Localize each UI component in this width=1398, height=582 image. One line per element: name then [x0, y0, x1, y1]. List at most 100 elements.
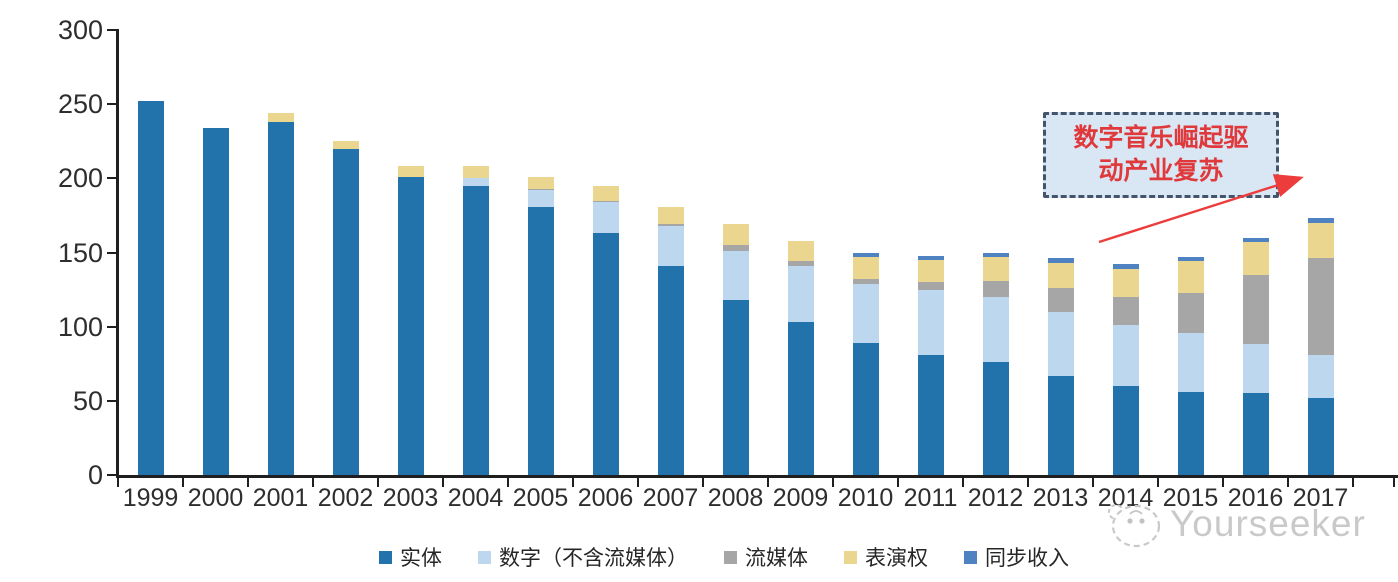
annotation-line-1: 数字音乐崛起驱: [1073, 125, 1249, 152]
bar-segment-digital-excl-streaming-2006: [592, 202, 619, 234]
x-tick-mark: [247, 478, 249, 487]
bar-segment-digital-excl-streaming-2004: [462, 178, 489, 186]
bar-group-2015: [1158, 30, 1223, 475]
bar-segment-physical-2008: [722, 299, 749, 475]
bar-segment-performance-rights-2013: [1047, 262, 1074, 289]
x-category-label: 2008: [707, 484, 764, 512]
bar-segment-streaming-2013: [1047, 288, 1074, 312]
bar-group-2008: [703, 30, 768, 475]
bar-segment-sync-revenue-2015: [1177, 256, 1204, 262]
x-category-label: 2011: [903, 484, 958, 512]
bar-segment-performance-rights-2002: [332, 141, 359, 149]
bar-segment-physical-2017: [1307, 397, 1334, 475]
bar-segment-sync-revenue-2011: [917, 255, 944, 260]
x-category-label: 1999: [122, 484, 179, 512]
bar-segment-digital-excl-streaming-2015: [1177, 332, 1204, 392]
bar-segment-physical-2004: [462, 185, 489, 475]
yourseeker-watermark: Yourseeker: [1102, 496, 1366, 552]
bar-segment-digital-excl-streaming-2016: [1242, 344, 1269, 394]
bar-segment-sync-revenue-2016: [1242, 237, 1269, 243]
x-category-label: 2001: [252, 484, 309, 512]
bar-segment-streaming-2008: [722, 245, 749, 252]
y-tick-label: 300: [57, 15, 103, 45]
annotation-callout: 数字音乐崛起驱 动产业复苏: [1043, 112, 1279, 198]
bar-segment-streaming-2011: [917, 282, 944, 290]
x-category-label: 2005: [512, 484, 569, 512]
legend-swatch-digital-excl-streaming: [478, 550, 491, 564]
legend-item-streaming: 流媒体: [724, 542, 808, 572]
x-category-label: 2015: [1162, 484, 1219, 512]
bar-segment-performance-rights-2010: [852, 256, 879, 280]
bar-segment-physical-2000: [202, 127, 229, 475]
bar-group-2003: [378, 30, 443, 475]
bar-segment-physical-2010: [852, 342, 879, 475]
y-tick-mark: [107, 251, 117, 254]
bar-segment-physical-2007: [657, 265, 684, 475]
legend-item-digital-excl-streaming: 数字（不含流媒体）: [478, 542, 688, 572]
y-tick-mark: [107, 177, 117, 180]
x-tick-mark: [1352, 478, 1354, 487]
bar-segment-performance-rights-2012: [982, 256, 1009, 281]
legend-item-performance-rights: 表演权: [844, 542, 928, 572]
x-tick-mark: [312, 478, 314, 487]
legend-label-digital-excl-streaming: 数字（不含流媒体）: [499, 546, 688, 570]
x-category-label: 2007: [642, 484, 699, 512]
x-tick-mark: [1027, 478, 1029, 487]
bar-segment-physical-2003: [397, 176, 424, 475]
x-category-label: 2013: [1032, 484, 1089, 512]
y-axis-line: [116, 29, 119, 477]
bar-segment-streaming-2005: [527, 188, 554, 191]
bar-group-2001: [248, 30, 313, 475]
bar-segment-performance-rights-2003: [397, 166, 424, 177]
bar-segment-performance-rights-2007: [657, 206, 684, 225]
x-tick-mark: [832, 478, 834, 487]
bar-segment-physical-2012: [982, 362, 1009, 475]
legend-swatch-performance-rights: [844, 550, 857, 564]
x-tick-mark: [1287, 478, 1289, 487]
yourseeker-logo-icon: [1108, 504, 1161, 548]
x-tick-mark: [1222, 478, 1224, 487]
bar-segment-digital-excl-streaming-2013: [1047, 311, 1074, 376]
y-tick-mark: [107, 399, 117, 402]
bar-segment-physical-2006: [592, 233, 619, 475]
x-tick-mark: [897, 478, 899, 487]
bar-segment-performance-rights-2008: [722, 224, 749, 246]
x-tick-mark: [1393, 478, 1395, 487]
bar-group-2002: [313, 30, 378, 475]
x-tick-mark: [182, 478, 184, 487]
bar-segment-digital-excl-streaming-2017: [1307, 354, 1334, 398]
x-axis-line: [116, 475, 1398, 478]
y-tick-mark: [107, 103, 117, 106]
y-tick-label: 150: [57, 237, 103, 268]
bar-group-2006: [573, 30, 638, 475]
y-tick-mark: [107, 474, 117, 476]
bar-segment-performance-rights-2005: [527, 176, 554, 189]
bar-segment-digital-excl-streaming-2007: [657, 225, 684, 266]
x-tick-mark: [702, 478, 704, 487]
bar-segment-physical-2011: [917, 354, 944, 475]
bar-segment-sync-revenue-2012: [982, 252, 1009, 257]
legend: 实体 数字（不含流媒体） 流媒体 表演权 同步收入: [0, 542, 1398, 572]
bar-segment-physical-2005: [527, 206, 554, 475]
legend-label-sync-revenue: 同步收入: [985, 546, 1069, 570]
bar-segment-performance-rights-2015: [1177, 261, 1204, 293]
bar-group-2000: [183, 30, 248, 475]
bar-group-2016: [1223, 30, 1288, 475]
bar-segment-sync-revenue-2013: [1047, 258, 1074, 263]
legend-label-streaming: 流媒体: [745, 546, 808, 570]
y-tick-label: 250: [57, 89, 103, 120]
bar-segment-physical-2014: [1112, 386, 1139, 475]
bar-segment-physical-2013: [1047, 375, 1074, 475]
bar-group-2011: [898, 30, 963, 475]
x-category-label: 2003: [382, 484, 439, 512]
legend-label-performance-rights: 表演权: [865, 546, 928, 570]
bar-group-2010: [833, 30, 898, 475]
bar-segment-streaming-2009: [787, 261, 814, 266]
bar-group-2007: [638, 30, 703, 475]
bar-segment-performance-rights-2001: [267, 113, 294, 122]
bar-segment-streaming-2007: [657, 224, 684, 226]
bar-segment-performance-rights-2011: [917, 259, 944, 283]
legend-swatch-physical: [379, 550, 392, 564]
bar-group-2013: [1028, 30, 1093, 475]
